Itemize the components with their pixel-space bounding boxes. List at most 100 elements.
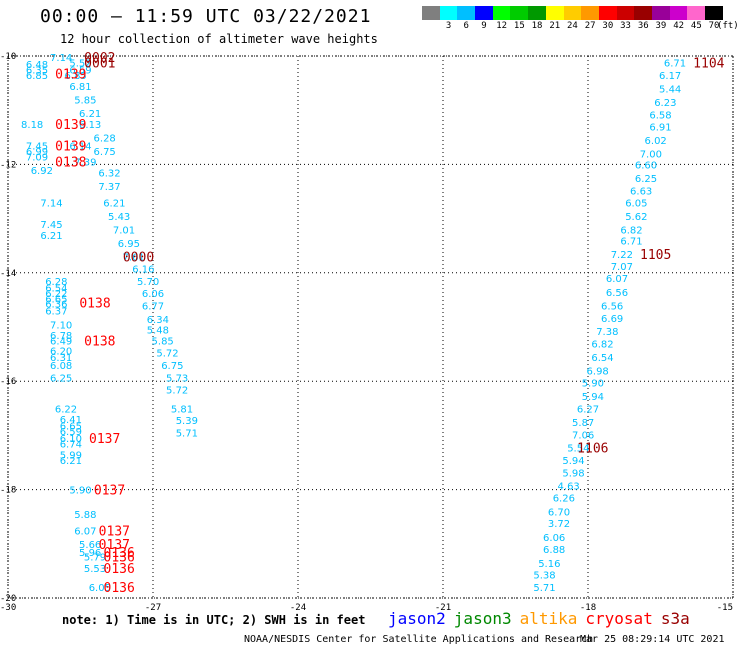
wave-height-label: 6.35 — [26, 66, 48, 77]
time-label: 0139 — [55, 118, 86, 133]
color-scale-swatch — [545, 6, 564, 20]
wave-height-label: 7.00 — [640, 150, 662, 161]
wave-height-label: 5.72 — [156, 348, 178, 359]
wave-height-label: 6.70 — [548, 507, 570, 518]
wave-height-label: 6.27 — [577, 404, 599, 415]
data-marks: 7.145.526.486.35 6.596.85 6.856.815.856.21… — [21, 51, 725, 596]
wave-height-label: 5.99 — [60, 450, 82, 461]
wave-height-label: 6.71 — [664, 59, 686, 70]
chart-title: 00:00 – 11:59 UTC 03/22/2021 — [40, 6, 372, 27]
wave-height-label: 7.61 — [123, 253, 145, 264]
wave-height-label: 6.22 — [45, 289, 67, 300]
wave-height-label: 6.54 — [591, 353, 613, 364]
y-tick-label: -12 — [0, 160, 16, 170]
wave-height-label: 6.36 — [45, 300, 67, 311]
wave-height-label: 7.10 — [50, 320, 72, 331]
wave-height-label: 6.63 — [630, 186, 652, 197]
tick-labels: -30 -27 -24 -21 -18 -15 -10 -12 -14 -16 -18 -20 — [0, 52, 733, 613]
wave-height-label: 5.71 — [176, 429, 198, 440]
wave-height-label: 7.09 — [26, 152, 48, 163]
x-tick-label: -27 — [145, 603, 161, 613]
y-tick-label: -16 — [0, 377, 16, 387]
color-scale-label: 42 — [673, 21, 685, 31]
color-scale-label: 36 — [637, 21, 649, 31]
color-scale-swatch — [705, 6, 723, 20]
color-scale-swatch — [422, 6, 440, 20]
plot-frame — [7, 55, 734, 599]
color-scale-label: 70 — [708, 21, 720, 31]
wave-height-label: 5.70 — [137, 277, 159, 288]
x-tick-label: -30 — [0, 603, 16, 613]
y-tick-label: -18 — [0, 486, 16, 496]
wave-height-label: 6.31 — [50, 353, 72, 364]
time-label: 0137 — [99, 538, 130, 553]
wave-height-label: 6.06 — [543, 533, 565, 544]
wave-height-label: 6.07 — [606, 274, 628, 285]
wave-height-label: 6.60 — [635, 160, 657, 171]
color-scale-label: 24 — [567, 21, 578, 31]
legend-item-jason3: jason3 — [453, 609, 512, 628]
wave-height-label: 5.44 — [659, 85, 681, 96]
color-scale-swatch — [528, 6, 546, 20]
wave-height-label: 6.65 — [45, 294, 67, 305]
color-scale-unit: (ft) — [717, 21, 739, 31]
wave-height-label: 5.87 — [572, 418, 594, 429]
wave-height-label: 6.26 — [553, 494, 575, 505]
y-tick-label: -20 — [0, 594, 16, 604]
color-scale-label: 6 — [463, 21, 469, 31]
wave-height-label: 7.14 — [50, 53, 72, 64]
satellite-legend: jason2 jason3 altika cryosat s3a — [388, 609, 698, 628]
x-tick-label: -21 — [435, 603, 451, 613]
wave-height-label: 6.99 — [26, 147, 48, 158]
wave-height-label: 5.90 — [69, 486, 91, 497]
time-label: 0136 — [104, 562, 135, 577]
wave-height-label: 6.28 — [45, 277, 67, 288]
color-scale-bar — [422, 6, 723, 20]
color-scale-label: 39 — [655, 21, 667, 31]
wave-height-label: 4.63 — [558, 481, 580, 492]
wave-height-label: 5.72 — [166, 385, 188, 396]
wave-height-label: 5.94 — [562, 456, 584, 467]
wave-height-label: 6.10 — [60, 434, 82, 445]
wave-height-label: 5.16 — [538, 559, 560, 570]
color-scale-label: 33 — [620, 21, 631, 31]
chart-subtitle: 12 hour collection of altimeter wave hei… — [60, 32, 378, 46]
color-scale-swatch — [669, 6, 688, 20]
wave-height-label: 6.13 — [79, 120, 101, 131]
wave-height-label: 6.21 — [79, 109, 101, 120]
color-scale-label: 18 — [531, 21, 543, 31]
wave-height-label: 6.98 — [587, 366, 609, 377]
time-label: 0138 — [79, 297, 110, 312]
time-label: 0136 — [104, 581, 135, 596]
wave-height-label: 5.71 — [533, 583, 555, 594]
wave-height-label: 5.73 — [166, 373, 188, 384]
credit-line: NOAA/NESDIS Center for Satellite Applica… — [244, 634, 594, 645]
wave-height-label: 5.53 — [84, 564, 106, 575]
wave-height-label: 6.02 — [645, 136, 667, 147]
wave-height-label: 6.21 — [40, 231, 62, 242]
wave-height-label: 6.37 — [45, 307, 67, 318]
wave-height-label: 3.72 — [548, 519, 570, 530]
time-label: 1106 — [577, 441, 608, 456]
time-label: 0138 — [55, 156, 86, 171]
wave-height-label: 6.21 — [103, 198, 125, 209]
color-scale-label: 3 — [445, 21, 452, 31]
generation-timestamp: Mar 25 08:29:14 UTC 2021 — [580, 634, 725, 645]
color-scale-swatch — [651, 6, 670, 20]
wave-height-label: 6.56 — [601, 301, 623, 312]
color-scale-swatch — [598, 6, 617, 20]
color-scale-swatch — [634, 6, 652, 20]
color-scale-swatch — [457, 6, 476, 20]
color-scale-swatch — [563, 6, 582, 20]
color-scale-swatch — [616, 6, 635, 20]
color-scale-label: 12 — [496, 21, 508, 31]
wave-height-label: 6.06 — [142, 289, 164, 300]
time-label: 0136 — [104, 546, 135, 561]
wave-height-label: 6.85 — [26, 71, 48, 82]
wave-height-label: 6.59 — [69, 66, 91, 77]
color-scale-swatch — [510, 6, 529, 20]
wave-height-label: 7.39 — [74, 158, 96, 169]
wave-height-label: 7.45 — [40, 220, 62, 231]
time-label: 0139 — [55, 67, 86, 82]
wave-height-label: 7.37 — [98, 182, 120, 193]
